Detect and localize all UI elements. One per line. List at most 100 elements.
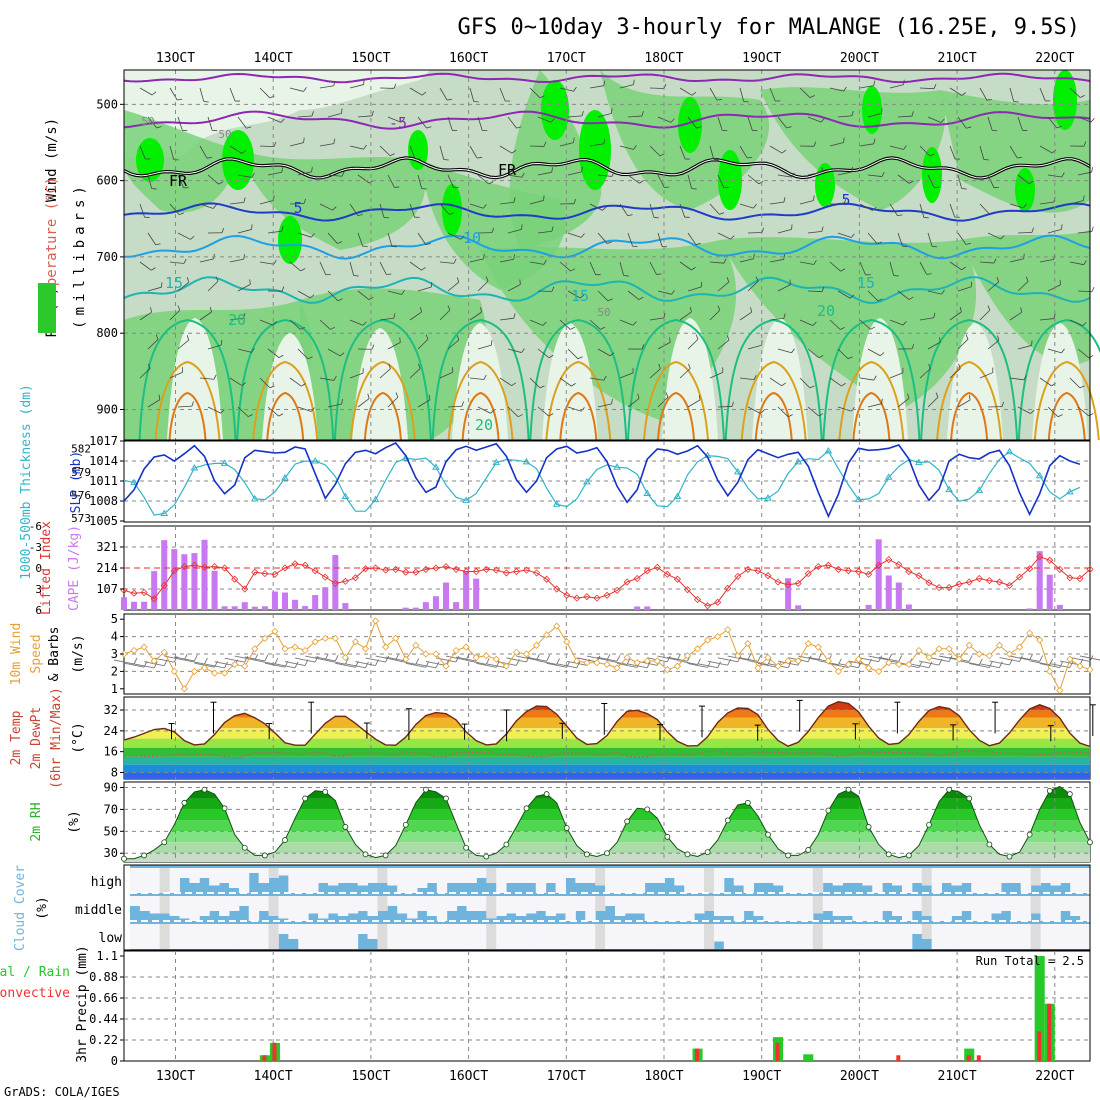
precip-panel: 1.1 0.88 0.66 0.44 0.22 0 Run Total = 2.5 Tot… — [0, 945, 1091, 1068]
cloud-cell — [713, 924, 725, 942]
cloud-cell — [1010, 868, 1022, 883]
cloud-cell — [357, 924, 369, 934]
axis-tick-label: 0.88 — [89, 970, 118, 984]
wind10-barb — [345, 663, 366, 669]
rh2m-marker — [805, 847, 812, 853]
cloud-cell — [872, 868, 883, 893]
rh2m-marker — [543, 791, 550, 797]
cloud-cell — [644, 896, 656, 921]
cloud-cell — [664, 868, 675, 878]
cloud-cell — [585, 868, 596, 883]
li-marker — [482, 565, 490, 573]
ylabel-precip-conv: Convective — [0, 986, 70, 1001]
li-marker — [361, 565, 370, 573]
cape-bar — [281, 592, 289, 610]
axis-tick-label: 700 — [96, 250, 118, 264]
cloud-cell — [664, 924, 675, 949]
li-marker — [1005, 581, 1014, 590]
cloud-cell — [476, 896, 487, 911]
cape-bar — [211, 570, 218, 610]
wind10-barb — [134, 663, 155, 669]
wind10-marker — [1066, 655, 1074, 663]
wind10-barb — [677, 660, 698, 665]
rh2m-marker — [362, 851, 369, 858]
thickness-marker — [975, 486, 984, 493]
cloud-cell — [951, 868, 962, 886]
axis-tick-label: 3 — [111, 647, 118, 661]
rh2m-marker — [785, 852, 792, 859]
cape-bar — [785, 578, 792, 610]
ylabel-cloud: Cloud Cover — [13, 865, 28, 951]
wind10-speed-markers — [120, 617, 1094, 695]
date-label: 16OCT — [449, 51, 488, 66]
cloud-cell — [496, 896, 507, 916]
wind10-marker — [704, 636, 712, 644]
rh2m-marker — [926, 821, 932, 828]
cape-bar — [463, 571, 470, 610]
cloud-cell — [941, 896, 952, 921]
li-marker — [804, 570, 812, 578]
cloud-cell — [486, 868, 497, 883]
wind10-marker — [422, 650, 430, 658]
axis-tick-label: 32 — [104, 703, 118, 717]
axis-tick-label: 500 — [96, 97, 118, 111]
contour-label: FR — [498, 161, 517, 179]
wind10-marker — [170, 667, 178, 675]
axis-tick-label: 30 — [104, 846, 118, 860]
li-marker — [492, 566, 500, 574]
cloud-cell — [327, 868, 339, 886]
wind10-marker — [945, 645, 953, 653]
ylabel-precip-axis: 3hr Precip (mm) — [75, 945, 90, 1062]
cloud-cell — [347, 868, 359, 883]
date-label: 16OCT — [449, 1069, 488, 1084]
wind10-marker — [1026, 629, 1034, 637]
wind10-marker — [190, 667, 199, 675]
upper-air-ylabels: Wind (m/s) Temperature (°C) RH (%) (mill… — [38, 118, 88, 337]
contour-label: 5 — [293, 199, 302, 217]
rh2m-marker — [241, 844, 248, 851]
rh2m-marker — [261, 852, 268, 859]
wind10-marker — [241, 662, 249, 670]
cloud-cell — [892, 924, 903, 949]
cloud-cell — [417, 896, 428, 911]
cloud-cell — [545, 896, 557, 916]
thickness-marker — [492, 458, 501, 466]
cape-bar — [875, 539, 882, 610]
cloud-cell — [733, 868, 745, 886]
date-label: 22OCT — [1035, 51, 1074, 66]
cloud-cell — [634, 896, 646, 914]
rh2m-marker — [121, 855, 127, 862]
li-marker — [834, 565, 843, 573]
li-marker — [472, 567, 480, 576]
cloud-cell — [941, 868, 952, 883]
cloud-cell — [684, 896, 695, 921]
rh2m-marker — [604, 850, 610, 857]
wind10-barb — [516, 655, 537, 661]
cloud-cell — [723, 868, 735, 878]
li-marker — [160, 581, 168, 590]
wind10-marker — [231, 660, 239, 669]
thickness-marker — [613, 463, 621, 470]
cloud-cell — [614, 896, 626, 916]
cape-panel: -6 -3 0 3 6 321 214 107 Lifted Index CAPE (J/kg… — [29, 520, 1094, 617]
cloud-cell — [783, 896, 794, 921]
cloud-cell — [743, 924, 755, 949]
li-marker — [462, 567, 470, 576]
cloud-cell — [832, 868, 844, 886]
contour-label: 15 — [165, 274, 183, 292]
wind10-marker — [271, 627, 279, 635]
cloud-cell — [644, 924, 656, 949]
wind10-marker — [221, 669, 229, 677]
wind10-barb — [1069, 657, 1091, 662]
wind10-marker — [603, 660, 611, 669]
li-marker — [1086, 565, 1094, 573]
wind10-marker — [754, 664, 762, 672]
cloud-cell — [1030, 924, 1042, 949]
wind10-barb — [375, 655, 396, 661]
wind10-barb — [596, 656, 618, 662]
axis-tick-label: 1014 — [89, 454, 118, 468]
cloud-cell — [209, 924, 220, 949]
thickness-marker — [220, 459, 229, 466]
date-label: 19OCT — [742, 51, 781, 66]
rh2m-marker — [382, 852, 389, 859]
